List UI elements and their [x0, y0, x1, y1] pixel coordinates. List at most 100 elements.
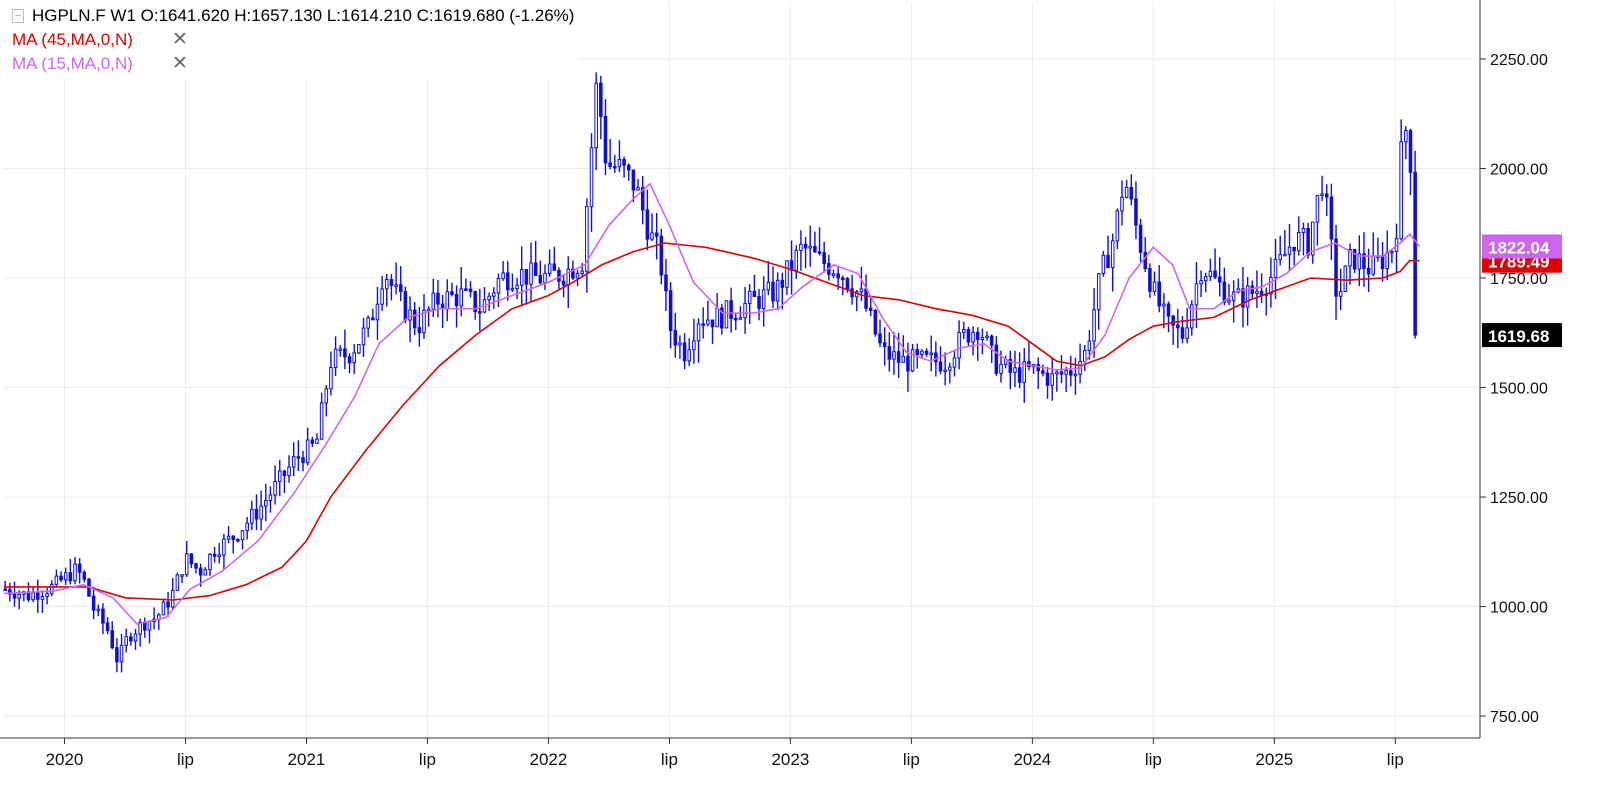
candle-body	[1310, 221, 1315, 256]
candle-body	[645, 209, 650, 240]
candle-body	[198, 567, 203, 576]
candle-body	[1129, 186, 1134, 200]
candle-body	[1278, 254, 1282, 261]
candle-body	[1041, 370, 1045, 374]
indicator-ma15[interactable]: MA (15,MA,0,N) ✕	[12, 52, 574, 76]
candle-body	[966, 329, 971, 343]
candle-body	[841, 277, 845, 280]
candle-body	[1306, 227, 1310, 256]
candle-body	[1138, 224, 1143, 253]
candle-body	[1073, 373, 1078, 377]
ma15-value-label-bg	[1482, 234, 1562, 259]
candle-body	[338, 348, 343, 351]
candle-body	[1036, 364, 1041, 372]
candle-body	[366, 317, 370, 329]
candle-body	[733, 317, 738, 321]
candle-body	[603, 115, 608, 164]
candle-body	[924, 350, 929, 355]
candle-body	[296, 456, 301, 459]
candle-body	[380, 288, 384, 305]
candle-body	[752, 290, 757, 298]
candle-body	[1162, 303, 1166, 307]
candle-body	[361, 327, 366, 346]
candle-body	[1283, 253, 1287, 257]
candle-body	[1166, 303, 1171, 317]
candle-body	[766, 281, 771, 291]
candle-body	[357, 344, 361, 354]
candle-body	[1064, 370, 1068, 375]
candle-body	[73, 563, 77, 582]
candle-body	[101, 608, 105, 624]
candle-body	[310, 439, 315, 444]
candle-body	[1292, 246, 1296, 252]
candle-body	[91, 595, 96, 611]
candle-body	[175, 574, 180, 591]
candle-body	[901, 355, 906, 363]
candle-body	[859, 288, 864, 293]
indicator-ma45[interactable]: MA (45,MA,0,N) ✕	[12, 28, 574, 52]
candle-body	[519, 269, 524, 286]
candle-body	[817, 251, 822, 254]
candle-body	[333, 348, 338, 369]
close-icon[interactable]: ✕	[172, 53, 188, 74]
candle-body	[915, 349, 920, 355]
candle-body	[808, 245, 812, 249]
candle-body	[282, 470, 287, 477]
candle-body	[1241, 288, 1245, 308]
candle-body	[1287, 246, 1292, 255]
candle-body	[301, 457, 305, 464]
candle-body	[636, 187, 640, 191]
candle-body	[729, 300, 733, 319]
candle-body	[143, 621, 147, 631]
candle-body	[1385, 252, 1389, 270]
candle-body	[431, 292, 436, 310]
candle-body	[277, 470, 282, 482]
candle-body	[3, 588, 7, 592]
candle-body	[501, 272, 505, 280]
candle-body	[896, 351, 901, 363]
candle-body	[389, 279, 394, 286]
collapse-icon[interactable]: −	[12, 9, 24, 23]
candle-body	[617, 158, 622, 168]
candle-body	[478, 311, 482, 314]
candle-body	[1157, 281, 1161, 307]
candle-body	[557, 269, 561, 282]
candle-body	[473, 291, 477, 313]
candle-body	[124, 636, 128, 646]
candle-body	[571, 268, 575, 279]
candle-body	[529, 262, 533, 285]
candle-body	[324, 388, 329, 404]
candle-body	[347, 356, 352, 364]
candle-body	[1297, 232, 1301, 252]
y-tick-label: 1250.00	[1490, 490, 1548, 507]
candle-body	[1208, 270, 1213, 277]
candle-body	[1250, 285, 1255, 294]
candle-body	[999, 363, 1003, 374]
candle-body	[464, 288, 468, 291]
candle-body	[496, 278, 501, 294]
candle-body	[1180, 327, 1185, 339]
candle-body	[166, 601, 170, 608]
candle-body	[133, 633, 138, 642]
candle-body	[445, 291, 450, 310]
y-tick-label: 1000.00	[1490, 600, 1548, 617]
candle-body	[96, 608, 101, 612]
candle-body	[1013, 367, 1017, 373]
candle-body	[170, 589, 175, 608]
candle-body	[1408, 130, 1413, 173]
candle-body	[1404, 130, 1408, 143]
candle-body	[1185, 327, 1189, 339]
candle-body	[1143, 251, 1148, 269]
close-icon[interactable]: ✕	[172, 29, 188, 50]
candle-body	[836, 273, 840, 279]
candle-body	[1176, 324, 1180, 329]
candle-body	[747, 290, 752, 304]
candle-body	[543, 272, 547, 284]
candle-body	[813, 245, 817, 253]
candle-body	[673, 330, 678, 346]
candle-body	[1362, 253, 1366, 269]
candle-body	[1059, 371, 1064, 375]
candle-body	[580, 270, 584, 274]
